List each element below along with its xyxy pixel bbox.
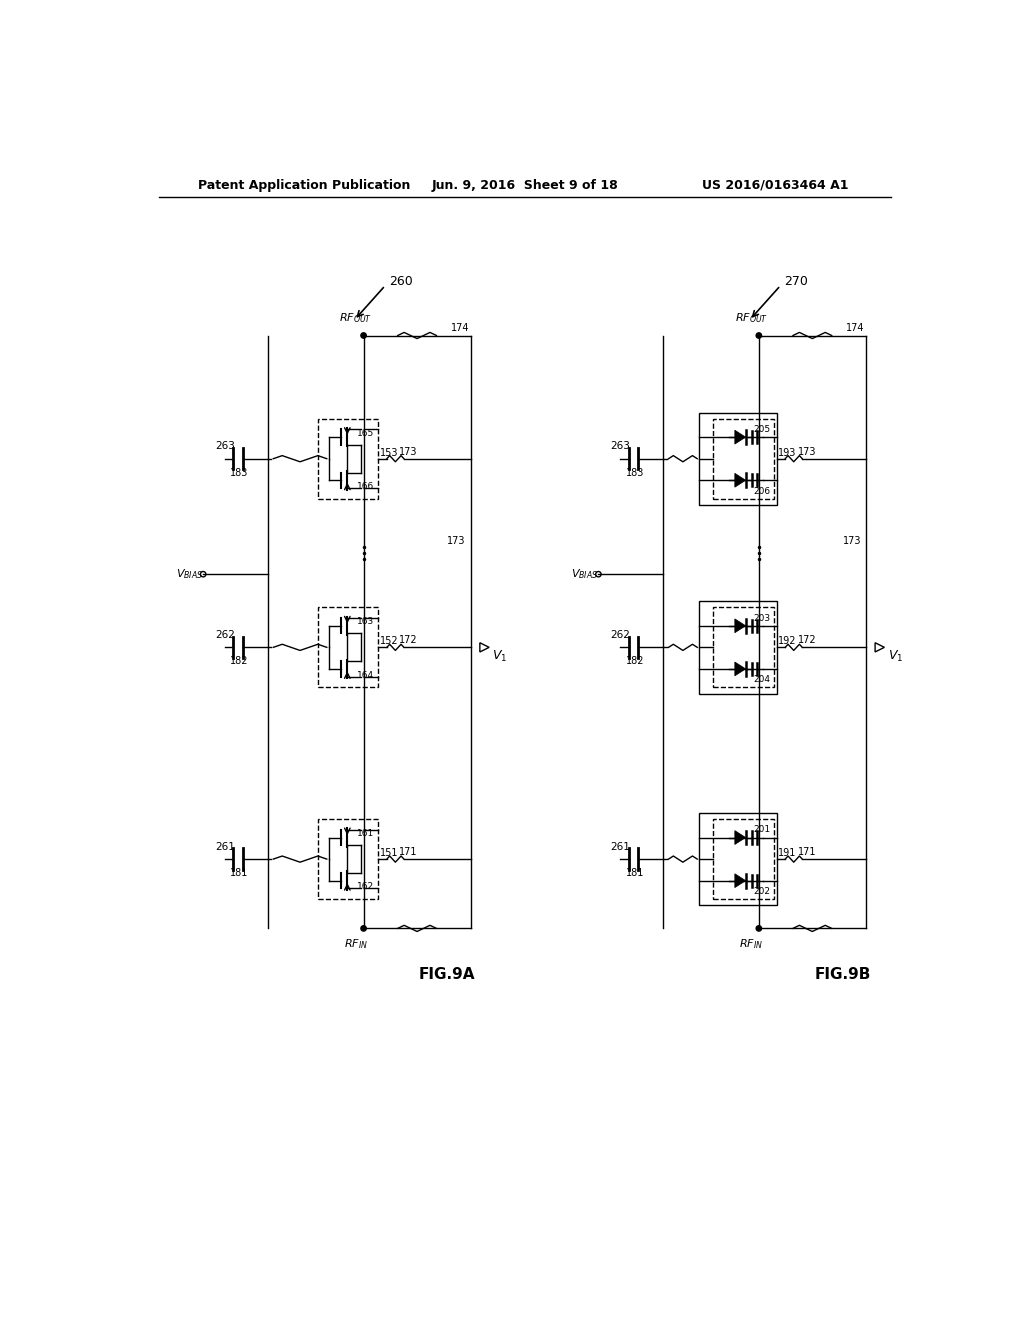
Text: 203: 203 <box>754 614 770 623</box>
Text: $RF_{IN}$: $RF_{IN}$ <box>739 937 763 950</box>
Text: Patent Application Publication: Patent Application Publication <box>198 178 411 191</box>
Text: 205: 205 <box>754 425 770 434</box>
Polygon shape <box>735 830 745 845</box>
Text: 206: 206 <box>754 487 770 495</box>
Text: 192: 192 <box>778 636 797 647</box>
Bar <box>317 607 378 688</box>
Circle shape <box>360 333 367 338</box>
Text: $V_1$: $V_1$ <box>493 649 508 664</box>
Text: 173: 173 <box>798 446 816 457</box>
Text: $RF_{IN}$: $RF_{IN}$ <box>344 937 368 950</box>
Polygon shape <box>735 474 745 487</box>
Text: 174: 174 <box>847 323 865 333</box>
Text: 165: 165 <box>356 429 374 438</box>
Text: FIG.9A: FIG.9A <box>419 968 475 982</box>
Text: Jun. 9, 2016  Sheet 9 of 18: Jun. 9, 2016 Sheet 9 of 18 <box>431 178 618 191</box>
Text: 270: 270 <box>784 275 808 288</box>
Text: $RF_{OUT}$: $RF_{OUT}$ <box>734 312 768 326</box>
Bar <box>699 813 776 906</box>
Text: US 2016/0163464 A1: US 2016/0163464 A1 <box>702 178 849 191</box>
Text: $V_{BIAS}$: $V_{BIAS}$ <box>176 568 204 581</box>
Text: 172: 172 <box>399 635 418 645</box>
Text: 183: 183 <box>230 467 249 478</box>
Text: 193: 193 <box>778 447 797 458</box>
Text: 152: 152 <box>380 636 398 647</box>
Text: 166: 166 <box>356 482 374 491</box>
Circle shape <box>360 925 367 931</box>
Text: 173: 173 <box>843 536 861 546</box>
Bar <box>713 818 773 899</box>
Polygon shape <box>735 430 745 444</box>
Text: 261: 261 <box>215 842 234 851</box>
Text: $V_{BIAS}$: $V_{BIAS}$ <box>571 568 599 581</box>
Text: 204: 204 <box>754 676 770 684</box>
Text: 181: 181 <box>230 869 249 878</box>
Text: 260: 260 <box>389 275 413 288</box>
Circle shape <box>756 333 762 338</box>
Polygon shape <box>735 874 745 887</box>
Bar <box>317 418 378 499</box>
Polygon shape <box>735 619 745 632</box>
Bar <box>699 601 776 693</box>
Text: FIG.9B: FIG.9B <box>814 968 870 982</box>
Text: $V_1$: $V_1$ <box>888 649 903 664</box>
Text: 182: 182 <box>626 656 644 667</box>
Text: 174: 174 <box>452 323 470 333</box>
Text: $RF_{OUT}$: $RF_{OUT}$ <box>339 312 373 326</box>
Text: 153: 153 <box>380 447 398 458</box>
Text: 162: 162 <box>356 882 374 891</box>
Text: 183: 183 <box>626 467 644 478</box>
Text: 262: 262 <box>610 630 630 640</box>
Polygon shape <box>735 663 745 676</box>
Text: 202: 202 <box>754 887 770 896</box>
Text: 164: 164 <box>356 671 374 680</box>
Text: 161: 161 <box>356 829 374 838</box>
Bar <box>317 818 378 899</box>
Text: 163: 163 <box>356 618 374 627</box>
Text: 261: 261 <box>610 842 630 851</box>
Text: 171: 171 <box>798 847 816 857</box>
Text: 201: 201 <box>754 825 770 834</box>
Text: 182: 182 <box>230 656 249 667</box>
Text: 173: 173 <box>399 446 418 457</box>
Text: 172: 172 <box>798 635 816 645</box>
Text: 263: 263 <box>610 441 630 451</box>
Bar <box>713 418 773 499</box>
Text: 173: 173 <box>447 536 466 546</box>
Text: 262: 262 <box>215 630 234 640</box>
Bar <box>699 413 776 506</box>
Text: 171: 171 <box>399 847 418 857</box>
Text: 263: 263 <box>215 441 234 451</box>
Circle shape <box>756 925 762 931</box>
Text: 191: 191 <box>778 847 797 858</box>
Text: 181: 181 <box>626 869 644 878</box>
Text: 151: 151 <box>380 847 398 858</box>
Bar <box>713 607 773 688</box>
